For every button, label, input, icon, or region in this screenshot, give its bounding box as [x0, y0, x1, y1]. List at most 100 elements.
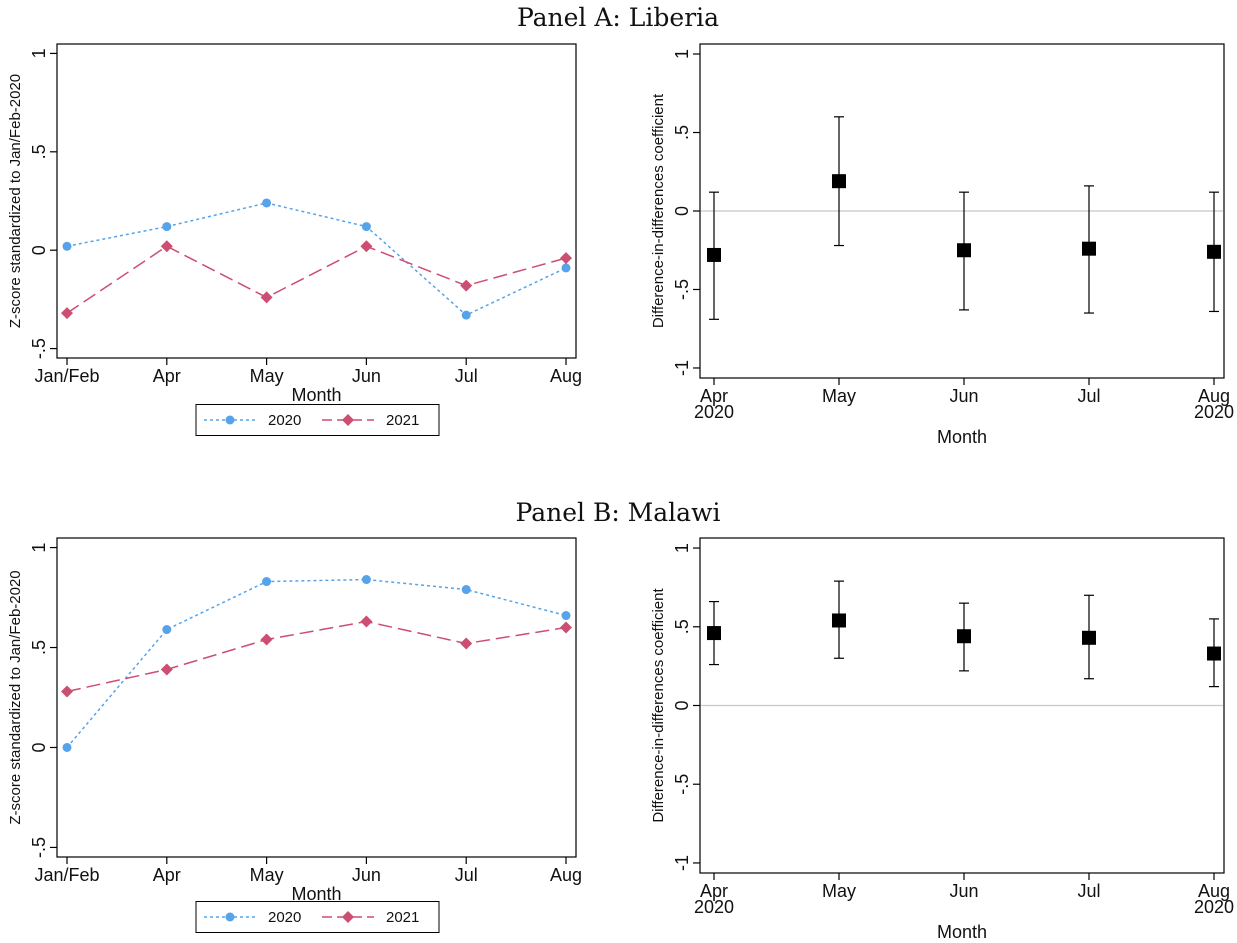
chart1-series-2020-line [66, 202, 567, 317]
chart1-legend-label-2020: 2020 [268, 412, 301, 429]
chart4-point-estimate [832, 613, 846, 628]
chart1-point-2021 [460, 279, 473, 292]
chart3-y-axis-label: Z-score standardized to Jan/Feb-2020 [7, 570, 24, 824]
chart4-y-tick-label: .5 [672, 619, 692, 634]
chart4-y-tick-label: -1 [672, 855, 692, 871]
chart4-point-estimate [1207, 646, 1221, 661]
chart3-plot-frame [56, 537, 577, 858]
chart3-legend-marker-2020 [225, 912, 235, 922]
chart1-point-2020 [162, 222, 172, 232]
chart1-point-2021 [160, 240, 173, 253]
chart3-point-2021 [360, 615, 373, 628]
chart1-point-2020 [561, 263, 571, 273]
chart3-x-tick-label: Apr [153, 865, 181, 885]
chart2-point-estimate [1207, 244, 1221, 259]
chart4-y-axis-label: Difference-in-differences coefficient [650, 588, 667, 823]
chart3-legend-marker-2021 [342, 911, 354, 923]
chart1-y-tick-label: .5 [29, 144, 49, 159]
chart2-x-tick-label: 2020 [694, 402, 734, 422]
chart4-x-axis-label: Month [937, 922, 987, 942]
chart3-point-2020 [162, 625, 172, 635]
chart3-point-2021 [460, 637, 473, 650]
chart2-x-tick-label: 2020 [1194, 402, 1234, 422]
chart1-x-tick-label: Jan/Feb [34, 366, 99, 386]
chart2-y-tick-label: -1 [672, 360, 692, 376]
chart1-point-2020 [62, 241, 72, 251]
chart1-y-axis-label: Z-score standardized to Jan/Feb-2020 [7, 74, 24, 328]
chart4-x-tick-label: Jun [949, 881, 978, 901]
chart3-y-tick-label: 0 [29, 742, 49, 752]
chart4-y-tick-label: 0 [672, 700, 692, 710]
chart1-legend-marker-2021 [342, 414, 354, 426]
panel-title-malawi: Panel B: Malawi [516, 498, 721, 527]
chart1-point-2021 [360, 240, 373, 253]
chart4-x-tick-label: Jul [1077, 881, 1100, 901]
chart1-y-tick-label: -.5 [29, 338, 49, 359]
chart1-y-tick-label: 1 [29, 48, 49, 58]
chart1-y-tick-label: 0 [29, 245, 49, 255]
chart1-x-tick-label: Jul [455, 366, 478, 386]
chart1-legend-marker-2020 [225, 415, 235, 425]
chart1-legend-label-2021: 2021 [386, 412, 419, 429]
chart3-x-tick-label: Aug [550, 865, 582, 885]
chart3-legend-label-2020: 2020 [268, 909, 301, 926]
chart2-y-axis-label: Difference-in-differences coefficient [650, 93, 667, 328]
chart4-x-tick-label: 2020 [1194, 897, 1234, 917]
chart3-x-tick-label: May [250, 865, 284, 885]
chart2-point-estimate [1082, 241, 1096, 256]
chart3-point-2021 [61, 685, 73, 698]
chart4-x-tick-label: Apr [700, 881, 728, 901]
chart1-x-tick-label: Aug [550, 366, 582, 386]
chart3-point-2021 [260, 633, 273, 646]
chart1-point-2021 [61, 307, 73, 320]
chart1-plot-frame [56, 43, 577, 359]
chart3-x-tick-label: Jan/Feb [34, 865, 99, 885]
chart1-point-2020 [262, 198, 272, 208]
chart1-x-tick-label: May [250, 366, 284, 386]
chart2-point-estimate [707, 247, 721, 262]
chart1-series-2021-line [66, 245, 567, 314]
chart3-point-2020 [461, 585, 471, 595]
chart2-x-tick-label: May [822, 386, 856, 406]
chart3-y-tick-label: .5 [29, 640, 49, 655]
chart2-y-tick-label: -.5 [672, 279, 692, 300]
chart4-x-tick-label: 2020 [694, 897, 734, 917]
chart4-point-estimate [1082, 630, 1096, 645]
chart3-point-2020 [262, 577, 272, 587]
chart3-point-2020 [62, 742, 72, 752]
chart1-point-2020 [361, 222, 371, 232]
chart2-x-axis-label: Month [937, 427, 987, 447]
chart1-point-2021 [560, 252, 572, 265]
chart3-y-tick-label: 1 [29, 543, 49, 553]
chart3-point-2020 [361, 575, 371, 585]
chart4-y-tick-label: 1 [672, 543, 692, 553]
chart2-point-estimate [832, 174, 846, 189]
chart1-x-tick-label: Jun [352, 366, 381, 386]
chart4-y-tick-label: -.5 [672, 774, 692, 795]
chart3-series-2021-line [66, 620, 567, 693]
chart4-x-tick-label: May [822, 881, 856, 901]
chart1-point-2020 [461, 310, 471, 320]
panel-title-liberia: Panel A: Liberia [517, 3, 719, 32]
chart3-x-tick-label: Jul [455, 865, 478, 885]
chart3-point-2020 [561, 611, 571, 621]
chart1-x-tick-label: Apr [153, 366, 181, 386]
chart4-x-tick-label: Aug [1198, 881, 1230, 901]
chart2-y-tick-label: 0 [672, 206, 692, 216]
chart3-x-tick-label: Jun [352, 865, 381, 885]
chart4-point-estimate [957, 629, 971, 644]
chart3-point-2021 [160, 663, 173, 676]
chart3-legend-label-2021: 2021 [386, 909, 419, 926]
chart2-y-tick-label: .5 [672, 125, 692, 140]
chart1-x-axis-label: Month [291, 385, 341, 405]
chart1-point-2021 [260, 291, 273, 304]
chart3-series-2020-line [66, 578, 567, 748]
chart3-y-tick-label: -.5 [29, 837, 49, 858]
chart3-x-axis-label: Month [291, 884, 341, 904]
chart2-x-tick-label: Jul [1077, 386, 1100, 406]
chart2-y-tick-label: 1 [672, 49, 692, 59]
chart4-point-estimate [707, 626, 721, 641]
chart2-x-tick-label: Jun [949, 386, 978, 406]
chart3-point-2021 [560, 621, 572, 634]
